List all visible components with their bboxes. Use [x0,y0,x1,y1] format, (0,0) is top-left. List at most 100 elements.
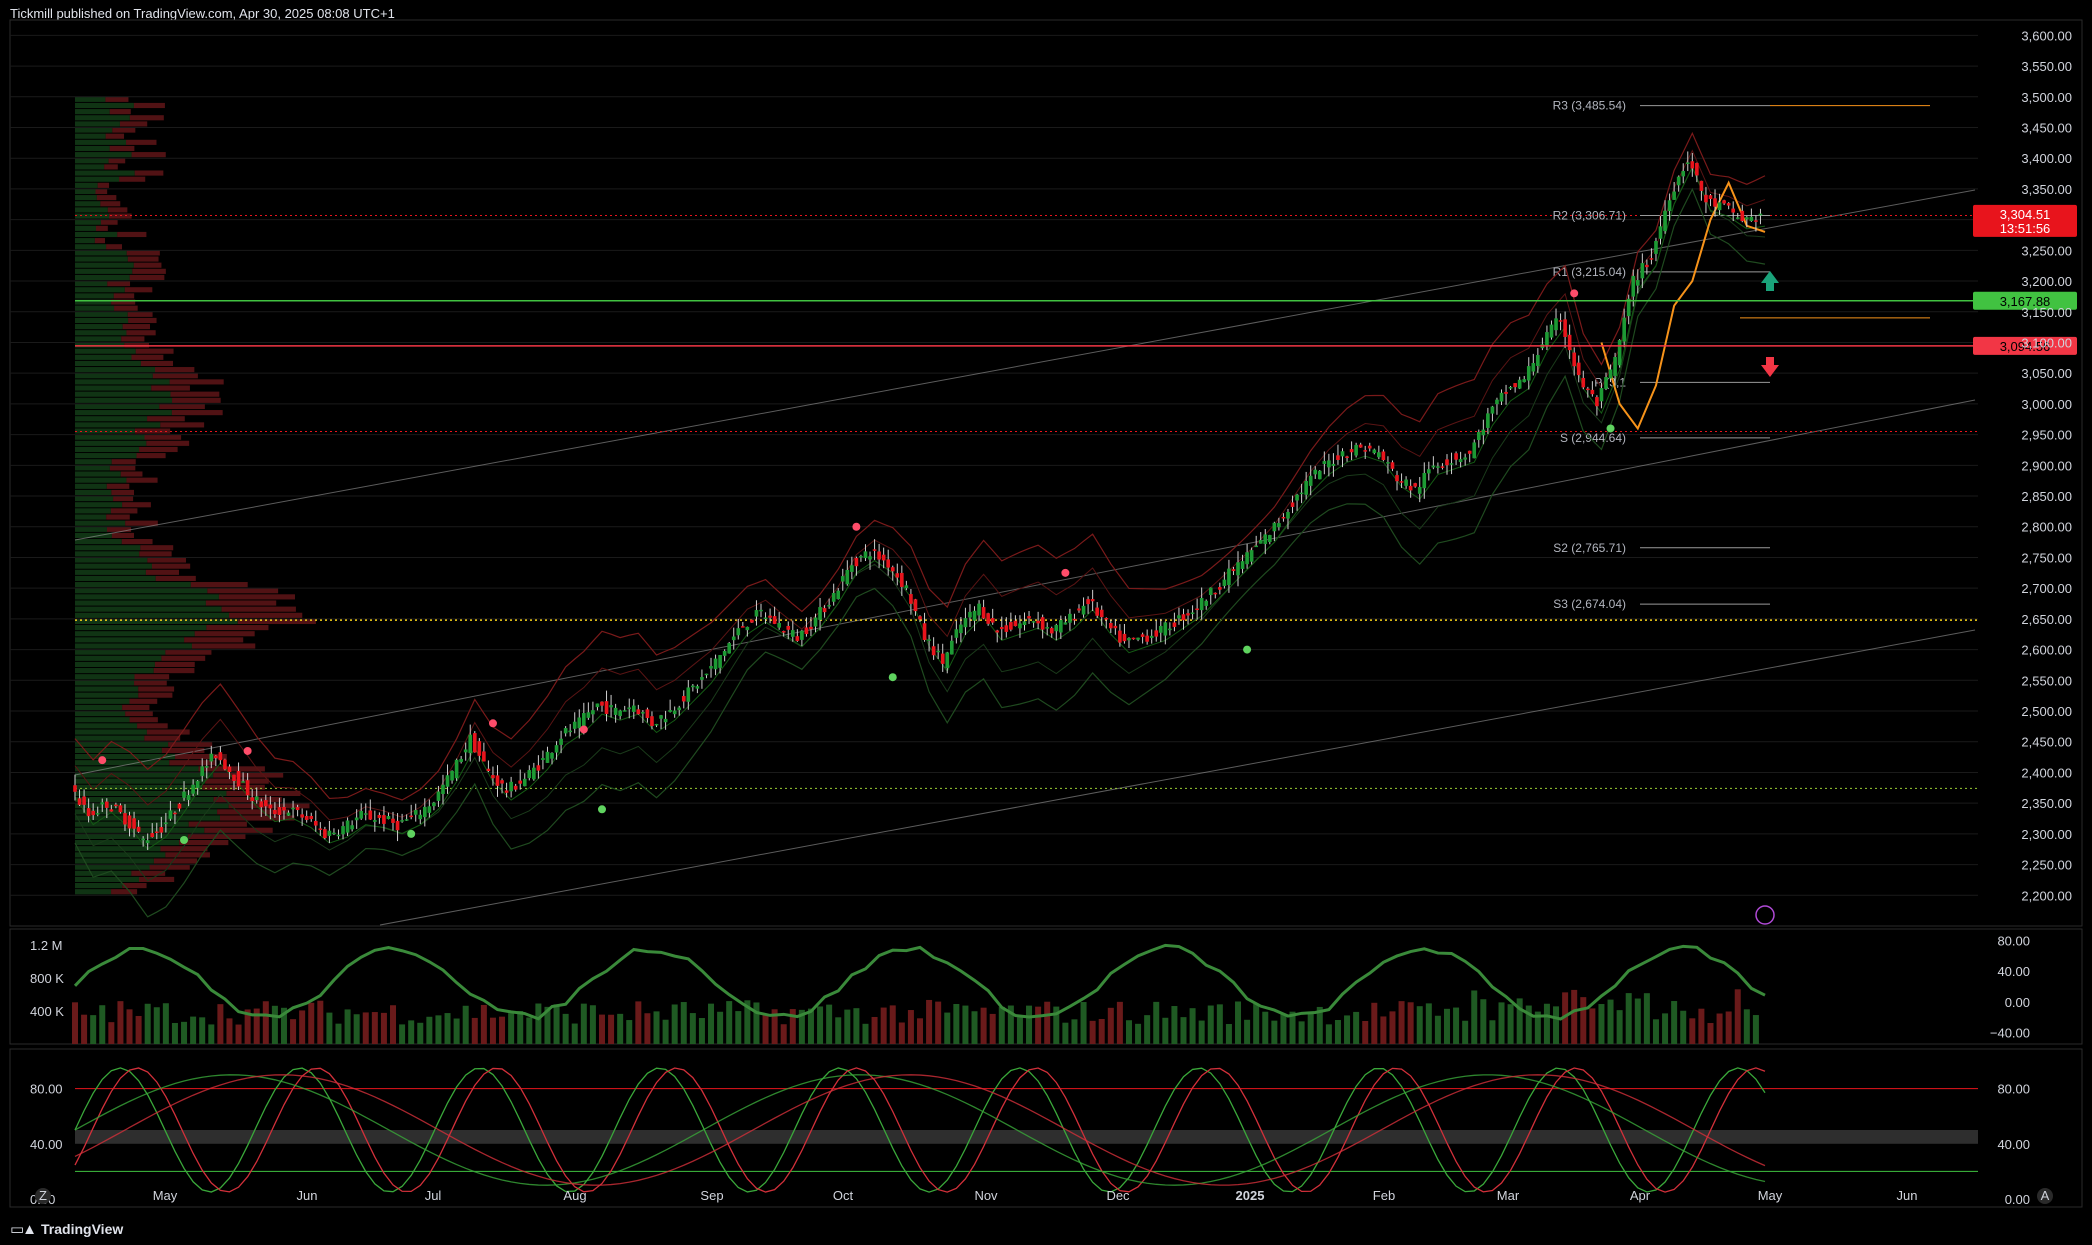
candle-body [1336,455,1340,460]
profile-bar-up [75,821,189,827]
volume-bar [1634,998,1641,1044]
volume-bar [1752,1015,1759,1044]
profile-bar-down [97,182,110,188]
profile-bar-down [154,661,195,668]
profile-bar-up [75,311,128,317]
candle-body [1531,363,1536,372]
profile-bar-down [134,428,171,434]
price-tick: 3,500.00 [2021,90,2072,105]
volume-bar [835,1017,842,1044]
volume-bar [935,1001,942,1044]
candle-body [500,780,504,784]
candle-body [522,778,527,787]
candle-body [400,820,404,822]
profile-bar-down [111,459,136,465]
candle-body [318,828,323,830]
volume-bar [1316,1006,1323,1044]
profile-bar-up [75,256,128,262]
volume-bar [435,1015,442,1044]
candle-body [1390,462,1395,469]
candle-body [1454,453,1458,460]
candle-body [1740,210,1745,222]
candle-body [881,554,886,561]
profile-bar-down [107,526,132,532]
profile-bar-up [75,238,95,244]
price-tick: 3,600.00 [2021,28,2072,43]
pivot-levels: R3 (3,485.54)R2 (3,306.71)R1 (3,215.04)P… [1553,99,1930,611]
profile-bar-down [111,532,134,539]
candle-body [1358,444,1363,448]
candle-body [1163,622,1168,636]
profile-bar-up [75,281,108,287]
volume-bar [989,1013,996,1044]
candle-body [286,812,291,816]
volume-bar [1116,1001,1123,1044]
candle-body [1481,429,1486,436]
volume-bar [244,1009,251,1044]
candle-body [1604,377,1608,389]
candle-body [77,798,82,805]
volume-bar [535,1003,542,1044]
profile-bar-up [75,661,155,668]
candle-body [1354,444,1358,456]
candle-body [1027,616,1031,619]
profile-bar-up [75,692,139,698]
profile-bar-up [75,889,112,895]
time-tick: Dec [1106,1188,1130,1203]
candle-body [1622,317,1626,342]
volume-bar [1216,1004,1223,1044]
candle-body [795,636,800,641]
volume-bar [562,1013,569,1044]
time-tick: Apr [1630,1188,1651,1203]
profile-bar-down [111,889,138,895]
auto-scale-label: A [2041,1188,2050,1203]
time-axis[interactable]: May Jun Jul Aug Sep Oct Nov Dec 2025 Feb Mar Apr May… [35,1188,2053,1204]
volume-bar [1244,1019,1251,1044]
profile-bar-down [207,588,279,594]
candle-body [1676,176,1681,186]
candle-body [999,626,1004,630]
candle-body [681,696,686,702]
volume-bar [671,1004,678,1044]
profile-bar-down [100,219,118,225]
volume-bar [735,1011,742,1044]
candle-body [395,820,400,831]
profile-bar-down [119,121,148,127]
volume-bar [1125,1020,1132,1044]
trend-line [379,629,1976,926]
candle-body [495,775,500,786]
candle-body [1576,362,1581,376]
candle-body [377,814,382,818]
candle-body [409,815,413,818]
profile-bar-up [75,152,132,158]
candle-body [359,810,364,819]
profile-bar-down [172,397,221,403]
candle-body [518,780,523,784]
candle-body [532,767,536,780]
signal-markers [98,271,1779,845]
tradingview-logo[interactable]: ▭▲ TradingView [10,1220,123,1238]
candle-body [668,710,672,712]
candle-body [591,710,595,715]
profile-bar-down [139,551,172,557]
candle-body [1308,475,1313,486]
volume-bar [117,1001,124,1044]
profile-bar-down [111,489,135,496]
candle-body [1086,599,1090,605]
price-tick: 3,250.00 [2021,243,2072,258]
candle-body [845,569,850,585]
last-price-value: 3,304.51 [2000,207,2051,222]
signal-arrow-up [1761,271,1779,292]
profile-bar-up [75,668,154,674]
price-axis[interactable]: 3,600.00 3,550.00 3,500.00 3,450.00 3,400.00… [1973,28,2077,903]
candle-body [159,827,164,833]
profile-bar-down [170,391,220,397]
candle-body [236,770,241,787]
candle-body [722,650,727,656]
volume-bar [1353,1011,1360,1044]
oscillator-tick: 80.00 [1997,934,2030,949]
profile-bar-up [75,803,229,809]
candle-body [1063,622,1068,625]
candle-body [1277,523,1281,528]
